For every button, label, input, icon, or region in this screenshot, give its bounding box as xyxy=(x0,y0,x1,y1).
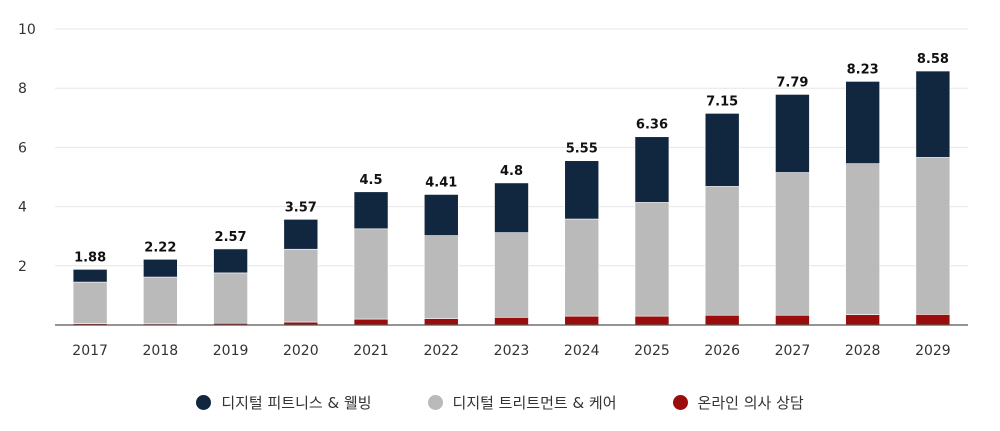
x-tick-label: 2017 xyxy=(72,343,108,359)
data-label: 1.88 xyxy=(74,250,106,265)
bar-segment xyxy=(634,315,670,326)
bar-segment xyxy=(353,228,389,320)
bar-segment xyxy=(704,186,740,316)
bar-segment xyxy=(775,314,810,326)
data-label: 8.23 xyxy=(847,62,879,77)
legend-item-consultation[interactable]: 온라인 의사 상담 xyxy=(672,392,804,413)
x-tick-label: 2022 xyxy=(423,343,459,359)
data-label: 4.8 xyxy=(500,164,523,179)
data-label: 3.57 xyxy=(285,200,317,215)
legend-swatch-consultation xyxy=(672,395,688,410)
bar-segment xyxy=(845,314,880,326)
bar-segment xyxy=(915,314,951,326)
bar-segment xyxy=(564,315,600,326)
bar-segment xyxy=(915,157,951,315)
bar-segment xyxy=(775,172,810,316)
bar-segment xyxy=(915,70,951,158)
legend-item-treatment[interactable]: 디지털 트리트먼트 & 케어 xyxy=(427,392,617,413)
legend-swatch-fitness xyxy=(196,395,212,410)
x-tick-label: 2029 xyxy=(915,343,951,359)
legend-label-treatment: 디지털 트리트먼트 & 케어 xyxy=(452,394,617,412)
bar-segment xyxy=(494,317,529,326)
stacked-bar-chart: 2 4 6 8 10 1.88 2017 2.22 2018 2.57 2019 3.57 2020 4.… xyxy=(18,22,968,359)
bar-segment xyxy=(704,113,740,187)
bar-segment xyxy=(283,248,319,323)
x-tick-label: 2026 xyxy=(704,343,740,359)
bar-segment xyxy=(845,163,880,315)
data-label: 4.5 xyxy=(360,173,383,188)
bar-segment xyxy=(213,248,248,274)
bar-segment xyxy=(704,314,740,326)
data-label: 7.79 xyxy=(776,75,808,90)
x-tick-label: 2019 xyxy=(213,343,249,359)
x-tick-label: 2023 xyxy=(494,343,530,359)
bar-segment xyxy=(564,160,600,220)
y-tick-label: 6 xyxy=(18,140,27,156)
bar-segment xyxy=(423,318,459,326)
bar-segment xyxy=(143,276,178,325)
bar-segment xyxy=(283,219,319,250)
y-tick-label: 8 xyxy=(18,81,27,97)
data-label: 8.58 xyxy=(917,52,949,67)
x-tick-label: 2018 xyxy=(143,343,179,359)
x-tick-label: 2024 xyxy=(564,343,600,359)
data-label: 7.15 xyxy=(706,94,738,109)
x-tick-label: 2021 xyxy=(353,343,389,359)
bar-segment xyxy=(845,81,880,164)
bar-segment xyxy=(72,281,108,324)
x-tick-label: 2025 xyxy=(634,343,670,359)
data-label: 5.55 xyxy=(566,142,598,157)
x-tick-label: 2028 xyxy=(845,343,881,359)
bar-segment xyxy=(72,269,108,283)
data-label: 2.57 xyxy=(215,230,247,245)
bar-segment xyxy=(143,258,178,278)
y-tick-label: 2 xyxy=(18,259,27,275)
legend-item-fitness[interactable]: 디지털 피트니스 & 웰빙 xyxy=(196,392,372,413)
data-label: 2.22 xyxy=(144,240,176,255)
x-tick-label: 2020 xyxy=(283,343,319,359)
y-tick-label: 4 xyxy=(18,200,27,216)
bar-segment xyxy=(494,182,529,233)
bar-segment xyxy=(634,136,670,203)
bar-segment xyxy=(353,318,389,326)
legend-label-consultation: 온라인 의사 상담 xyxy=(697,394,804,412)
legend: 디지털 피트니스 & 웰빙 디지털 트리트먼트 & 케어 온라인 의사 상담 xyxy=(0,392,1000,413)
bar-segment xyxy=(213,272,248,324)
bar-segment xyxy=(494,232,529,318)
legend-swatch-treatment xyxy=(427,395,443,410)
bar-segment xyxy=(775,94,810,173)
bar-segment xyxy=(353,191,389,230)
bar-segment xyxy=(634,202,670,317)
x-tick-label: 2027 xyxy=(775,343,811,359)
legend-label-fitness: 디지털 피트니스 & 웰빙 xyxy=(221,394,372,412)
data-label: 4.41 xyxy=(425,175,457,190)
bar-segment xyxy=(423,194,459,236)
y-tick-label: 10 xyxy=(18,22,36,38)
bar-segment xyxy=(564,218,600,317)
bar-segment xyxy=(423,235,459,319)
data-label: 6.36 xyxy=(636,118,668,133)
